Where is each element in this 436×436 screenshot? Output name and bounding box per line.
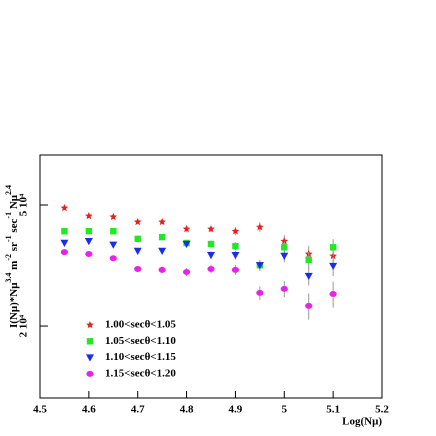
- marker-star: [256, 223, 264, 231]
- y-label-sup: -1: [4, 212, 13, 219]
- y-label-part: Nμ: [8, 194, 20, 212]
- marker-circle: [207, 265, 215, 272]
- x-tick-label: 5.2: [375, 404, 389, 416]
- x-tick-label: 5: [282, 404, 288, 416]
- y-tick-label: 5 10⁴: [18, 193, 30, 216]
- marker-circle: [329, 290, 337, 297]
- marker-circle: [256, 289, 264, 296]
- x-tick-label: 4.6: [82, 404, 96, 416]
- y-label-sup: 3.4: [4, 273, 13, 283]
- marker-triangle: [182, 240, 191, 249]
- x-tick-label: 4.9: [229, 404, 243, 416]
- y-label-part: sec: [8, 218, 20, 235]
- marker-star: [86, 321, 94, 329]
- marker-square: [232, 243, 239, 250]
- marker-star: [133, 217, 142, 226]
- y-label-sup: -1: [4, 235, 13, 242]
- legend-label: 1.05<secθ<1.10: [105, 335, 176, 347]
- marker-circle: [158, 266, 166, 273]
- y-tick-label: 2 10⁴: [18, 314, 30, 337]
- marker-star: [207, 224, 215, 233]
- marker-star: [158, 217, 166, 226]
- y-label-part: m: [8, 261, 20, 273]
- marker-triangle: [84, 238, 93, 246]
- marker-triangle: [86, 354, 94, 362]
- marker-star: [109, 212, 118, 221]
- y-label-part: sr: [8, 242, 20, 254]
- marker-triangle: [280, 252, 289, 260]
- marker-star: [182, 224, 191, 233]
- marker-triangle: [207, 251, 215, 260]
- x-tick-label: 4.7: [131, 404, 145, 416]
- x-tick-label: 5.1: [326, 404, 340, 416]
- plot-frame: [39, 154, 383, 399]
- marker-star: [280, 237, 289, 245]
- marker-triangle: [304, 272, 313, 281]
- marker-circle: [109, 255, 117, 262]
- legend-label: 1.15<secθ<1.20: [105, 367, 176, 379]
- marker-circle: [134, 265, 142, 272]
- marker-star: [85, 212, 93, 220]
- marker-triangle: [60, 239, 69, 247]
- marker-triangle: [329, 262, 338, 271]
- marker-triangle: [255, 261, 264, 270]
- marker-circle: [85, 251, 93, 258]
- marker-star: [231, 227, 240, 235]
- marker-square: [85, 228, 93, 235]
- marker-circle: [86, 370, 94, 377]
- marker-square: [110, 228, 117, 235]
- marker-square: [329, 244, 337, 251]
- x-axis-label: Log(Nμ): [342, 416, 382, 428]
- marker-circle: [305, 302, 313, 309]
- y-axis-label: I(Nμ)*Nμ3.4 m-2 sr-1 sec-1 Nμ2.4: [4, 185, 19, 328]
- marker-square: [281, 244, 288, 251]
- y-label-part: I(Nμ)*Nμ: [8, 282, 20, 328]
- legend-label: 1.10<secθ<1.15: [105, 351, 176, 363]
- marker-circle: [60, 249, 69, 256]
- marker-star: [60, 203, 69, 212]
- marker-circle: [231, 266, 240, 273]
- marker-square: [207, 240, 215, 248]
- marker-circle: [280, 285, 288, 292]
- marker-square: [134, 235, 141, 243]
- marker-triangle: [231, 251, 240, 260]
- y-label-sup: 2.4: [4, 185, 13, 195]
- legend-label: 1.00<secθ<1.05: [105, 319, 176, 331]
- x-tick-label: 4.5: [33, 404, 47, 416]
- marker-square: [158, 233, 166, 241]
- marker-square: [305, 256, 312, 264]
- marker-square: [86, 338, 94, 345]
- marker-triangle: [133, 247, 142, 255]
- marker-triangle: [109, 241, 118, 249]
- y-label-sup: -2: [4, 254, 13, 261]
- x-tick-label: 4.8: [180, 404, 194, 416]
- marker-triangle: [158, 247, 167, 255]
- marker-square: [61, 228, 68, 235]
- marker-circle: [182, 269, 191, 276]
